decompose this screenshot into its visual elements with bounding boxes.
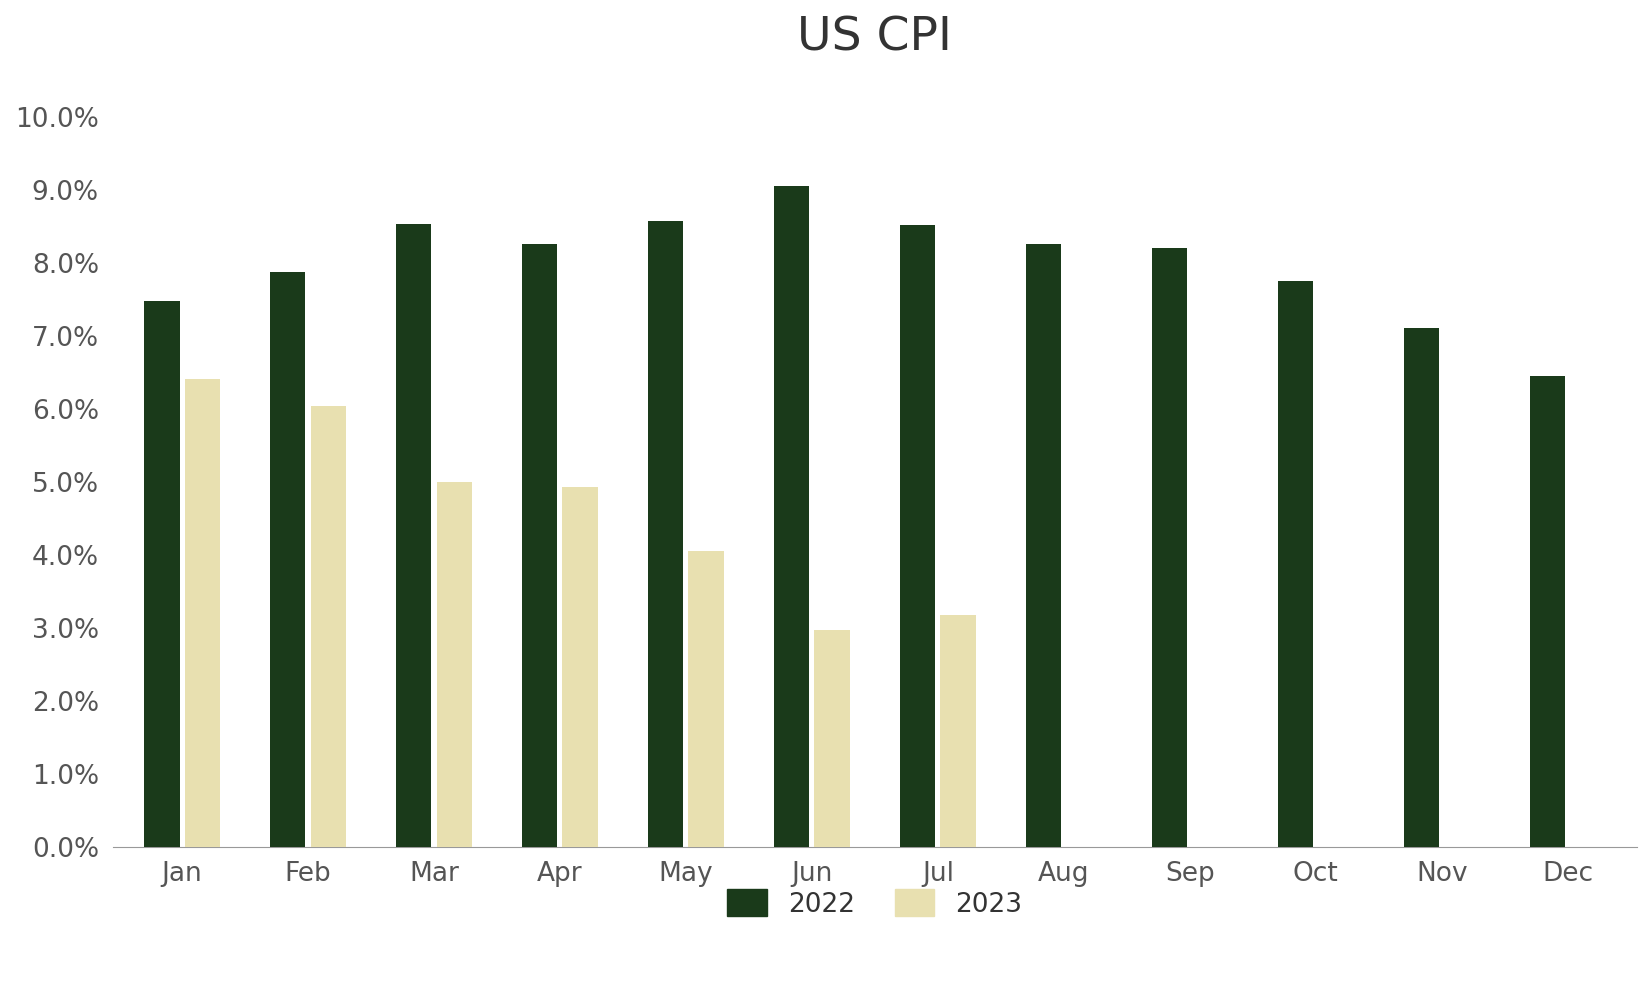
- Bar: [1151, 248, 1188, 846]
- Bar: [940, 615, 976, 846]
- Bar: [775, 186, 809, 846]
- Title: US CPI: US CPI: [798, 15, 952, 60]
- Bar: [522, 244, 557, 846]
- Bar: [185, 379, 220, 846]
- Bar: [814, 630, 849, 846]
- Bar: [436, 482, 472, 846]
- Bar: [271, 273, 306, 846]
- Bar: [1530, 376, 1564, 846]
- Bar: [1279, 281, 1313, 846]
- Bar: [144, 301, 180, 846]
- Bar: [689, 552, 724, 846]
- Bar: [396, 223, 431, 846]
- Bar: [648, 220, 684, 846]
- Bar: [562, 487, 598, 846]
- Bar: [1026, 244, 1061, 846]
- Bar: [900, 225, 935, 846]
- Bar: [1404, 328, 1439, 846]
- Bar: [311, 406, 345, 846]
- Legend: 2022, 2023: 2022, 2023: [727, 889, 1023, 918]
